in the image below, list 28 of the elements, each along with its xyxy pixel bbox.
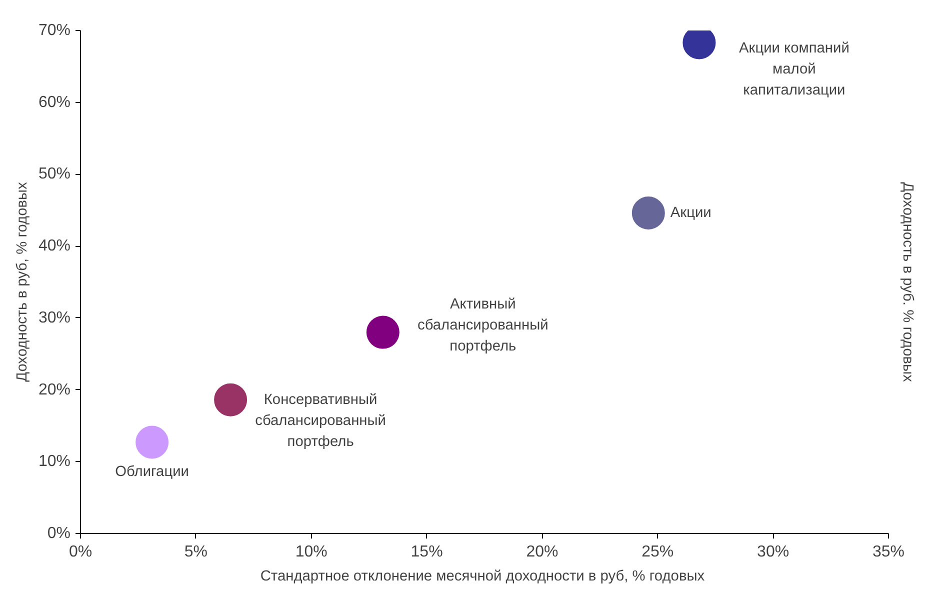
y-tick-label: 40% (38, 238, 71, 255)
series-label: Облигации (115, 464, 189, 480)
x-axis-title: Стандартное отклонение месячной доходности в руб, % годовых (260, 568, 706, 584)
x-tick-label: 35% (872, 544, 905, 560)
x-tick-label: 10% (295, 544, 328, 560)
x-tick-label: 15% (410, 544, 443, 560)
x-tick-label: 25% (642, 544, 674, 560)
y-tick-label: 50% (38, 166, 71, 183)
point (366, 316, 400, 349)
series-label: Акции (670, 205, 712, 222)
y-tick-label: 20% (38, 381, 71, 398)
y2-axis-title: Доходность в руб. % годовых (900, 182, 916, 383)
y-tick-label: 70% (38, 22, 71, 39)
y-tick-label: 30% (38, 309, 71, 326)
x-tick-label: 30% (757, 544, 790, 560)
y-tick-label: 0% (47, 525, 70, 542)
x-tick-label: 0% (68, 544, 92, 560)
y-tick-label: 60% (38, 94, 71, 111)
x-tick-label: 5% (184, 544, 208, 560)
y-axis-title: Доходность в руб, % годовых (14, 181, 30, 382)
series-label: Акции компаний малой капитализации (739, 40, 850, 99)
y-tick-label: 10% (38, 453, 71, 470)
point (136, 426, 169, 459)
x-tick-label: 20% (526, 544, 558, 560)
series-label: Консервативный сбалансированный портфель (255, 392, 386, 450)
point (214, 383, 248, 416)
point (632, 196, 665, 230)
series-label: Активный сбалансированный портфель (418, 296, 548, 354)
